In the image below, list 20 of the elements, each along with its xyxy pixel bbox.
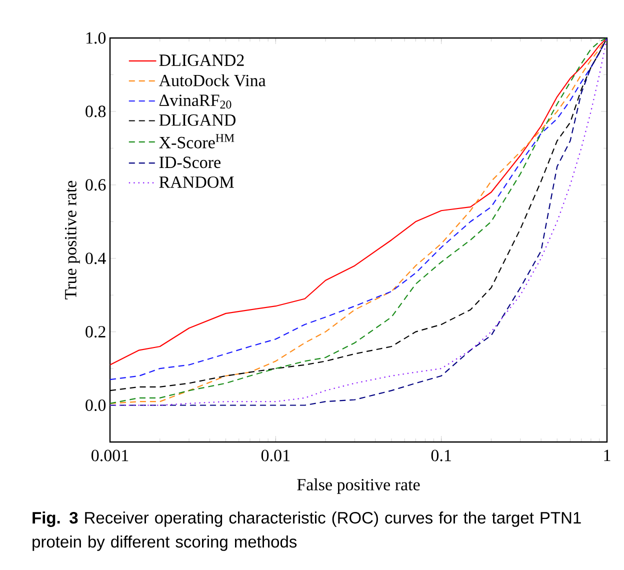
legend-label: RANDOM: [159, 176, 234, 188]
x-tick-label: 0.1: [431, 450, 451, 462]
x-tick-label: 0.001: [92, 450, 128, 462]
y-axis-title: True positive rate: [64, 180, 80, 300]
y-tick-label: 1.0: [86, 32, 106, 44]
legend-label: X-Score$^{HM}$: [159, 134, 234, 148]
legend-label: AutoDock Vina: [158, 74, 266, 86]
legend-label: DLIGAND: [159, 114, 236, 126]
y-tick-label: 0.8: [86, 106, 106, 118]
text: Fig. 3 Receiver operating characteristic (ROC) curves for the target PTN1 protein by different scoring methods: [32, 512, 581, 551]
x-tick-label: 1: [604, 450, 610, 461]
y-tick-label: 0.6: [86, 179, 106, 191]
legend-label: ID-Score: [159, 156, 220, 168]
legend-label: DLIGAND2: [159, 54, 244, 66]
y-tick-label: 0.4: [86, 252, 106, 264]
legend-label: ΔvinaRF$_{20}$: [159, 94, 232, 109]
y-tick-label: 0.2: [86, 326, 106, 338]
y-tick-label: 0.0: [86, 399, 106, 412]
x-axis-title: False positive rate: [297, 478, 420, 494]
x-tick-label: 0.01: [261, 450, 290, 462]
